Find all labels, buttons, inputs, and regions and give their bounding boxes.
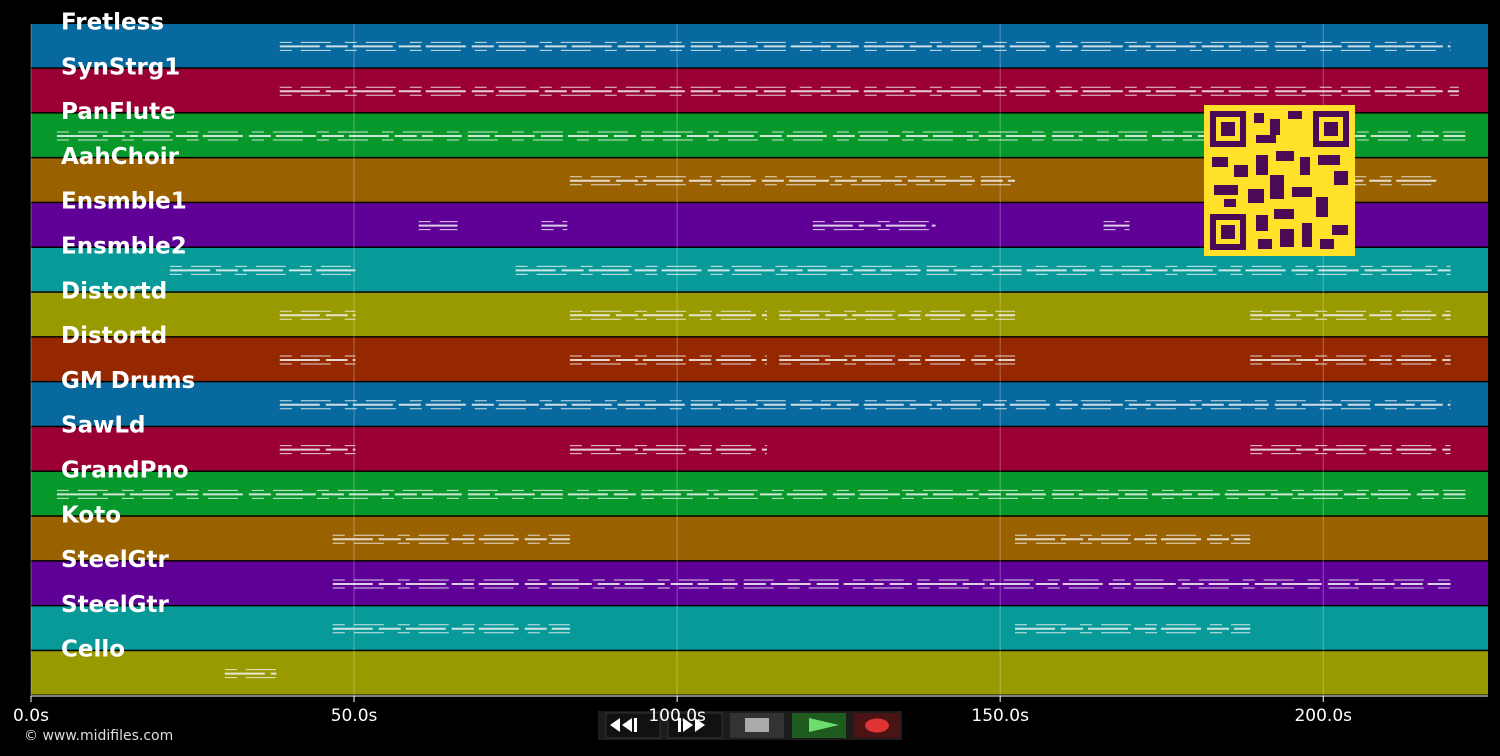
note-span	[569, 310, 767, 320]
note-span	[779, 355, 1016, 365]
time-axis: 0.0s 50.0s 100.0s 150.0s 200.0s	[13, 695, 1488, 726]
track-label: Ensmble2	[61, 234, 187, 260]
note-span	[569, 176, 1016, 186]
note-span	[279, 310, 356, 320]
note-span	[812, 221, 936, 231]
track-label: Distortd	[61, 278, 167, 304]
track-label: SteelGtr	[61, 592, 170, 618]
track-label: SynStrg1	[61, 54, 180, 80]
note-span	[169, 265, 356, 275]
note-span	[1015, 534, 1251, 544]
note-span	[279, 355, 356, 365]
qr-code	[1204, 105, 1355, 256]
note-span	[569, 355, 767, 365]
note-span	[332, 624, 570, 634]
track-lane	[31, 337, 1488, 381]
copyright: © www.midifiles.com	[24, 728, 173, 744]
track-label: GM Drums	[61, 368, 195, 394]
track-label: GrandPno	[61, 458, 189, 484]
note-span	[332, 579, 1451, 589]
note-span	[279, 86, 1459, 96]
note-span	[279, 445, 356, 455]
track-lane	[31, 606, 1488, 650]
track-lane	[31, 382, 1488, 426]
tick-label: 200.0s	[1294, 706, 1352, 726]
note-span	[279, 41, 1451, 51]
note-span	[515, 265, 1451, 275]
track-label: PanFlute	[61, 99, 176, 125]
track-label: AahChoir	[61, 144, 180, 170]
track-label: Koto	[61, 502, 121, 528]
tick-label: 50.0s	[331, 706, 378, 726]
labels: Fretless SynStrg1 PanFlute AahChoir Ensmble1…	[61, 10, 195, 663]
track-label: SawLd	[61, 413, 145, 439]
rewind-button[interactable]	[605, 712, 661, 739]
tick-label: 100.0s	[648, 706, 706, 726]
note-span	[279, 400, 1451, 410]
track-label: SteelGtr	[61, 547, 170, 573]
note-span	[56, 489, 1466, 499]
note-span	[1250, 310, 1451, 320]
track-lane	[31, 427, 1488, 471]
note-span	[1015, 624, 1251, 634]
record-button[interactable]	[854, 713, 900, 738]
track-lane	[31, 292, 1488, 337]
forward-button[interactable]	[667, 712, 723, 739]
track-label: Fretless	[61, 10, 164, 36]
play-button[interactable]	[792, 713, 846, 738]
track-label: Distortd	[61, 323, 167, 349]
transport-controls	[598, 711, 902, 740]
stop-button[interactable]	[730, 713, 784, 738]
tick-label: 150.0s	[971, 706, 1029, 726]
note-span	[569, 445, 767, 455]
note-span	[224, 669, 277, 679]
track-label: Ensmble1	[61, 189, 187, 215]
tick-label: 0.0s	[13, 706, 49, 726]
track-label: Cello	[61, 637, 125, 663]
note-span	[541, 221, 568, 231]
note-span	[418, 221, 458, 231]
track-lane	[31, 516, 1488, 561]
note-span	[1250, 355, 1451, 365]
note-span	[779, 310, 1016, 320]
note-span	[1250, 445, 1451, 455]
track-lane	[31, 24, 1488, 68]
note-span	[332, 534, 570, 544]
note-span	[1103, 221, 1130, 231]
